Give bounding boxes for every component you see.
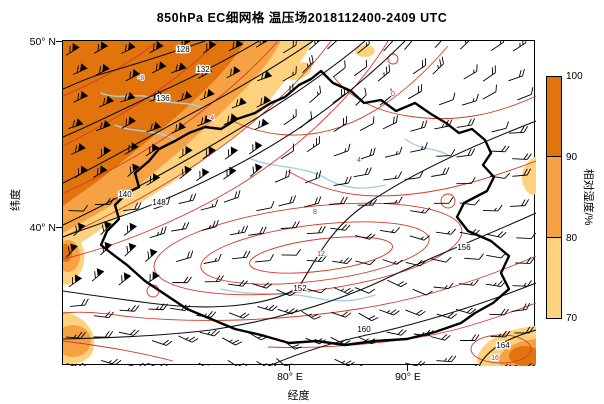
x-tick-80e: 80° E xyxy=(277,371,303,383)
colorbar-tick-80: 80 xyxy=(566,233,578,244)
temp-label-0: 0 xyxy=(391,91,395,98)
temp-label-neg8: -8 xyxy=(138,75,144,82)
height-contours xyxy=(63,41,536,366)
temp-label-neg4: -4 xyxy=(208,115,214,122)
x-axis-label: 经度 xyxy=(287,390,310,402)
height-label-164: 164 xyxy=(496,341,510,350)
x-tickmark xyxy=(289,365,290,371)
colorbar-segment-70-80 xyxy=(547,237,561,318)
height-contour-labels: 128 132 136 140 148 152 156 160 164 xyxy=(117,44,511,352)
colorbar-segment-90-100 xyxy=(547,77,561,158)
map-plot-area: 128 132 136 140 148 152 156 160 164 -8 -… xyxy=(62,40,536,366)
y-tickmark xyxy=(56,41,62,42)
temp-label-8: 8 xyxy=(313,209,317,216)
temp-label-4: 4 xyxy=(357,157,361,164)
temp-label-12: 12 xyxy=(317,251,325,258)
y-tickmark xyxy=(56,227,62,228)
x-tickmark xyxy=(407,365,408,371)
temperature-contour-labels: -8 -4 0 4 8 12 16 xyxy=(137,74,500,363)
wind-barbs xyxy=(65,41,536,366)
height-label-156: 156 xyxy=(457,243,471,252)
y-axis-label: 纬度 xyxy=(10,189,22,211)
y-tick-40n: 40° N xyxy=(29,222,56,234)
y-tick-50n: 50° N xyxy=(29,36,56,48)
height-label-132: 132 xyxy=(196,65,210,74)
colorbar xyxy=(546,76,562,319)
colorbar-label: 相对湿度/% xyxy=(582,168,594,226)
height-label-128: 128 xyxy=(176,45,190,54)
height-label-148: 148 xyxy=(152,198,166,207)
colorbar-segment-80-90 xyxy=(547,157,561,238)
chart-title: 850hPa EC细网格 温压场2018112400-2409 UTC xyxy=(156,11,448,25)
colorbar-tick-70: 70 xyxy=(566,313,578,324)
province-boundary xyxy=(99,69,511,347)
height-label-152: 152 xyxy=(293,284,307,293)
x-tick-90e: 90° E xyxy=(395,371,421,383)
height-label-136: 136 xyxy=(156,94,170,103)
map-svg: 128 132 136 140 148 152 156 160 164 -8 -… xyxy=(63,41,536,366)
height-label-160: 160 xyxy=(357,325,371,334)
river-lines xyxy=(100,92,452,302)
colorbar-tick-100: 100 xyxy=(566,71,583,82)
colorbar-tick-90: 90 xyxy=(566,152,578,163)
temp-label-16: 16 xyxy=(491,355,499,362)
height-label-140: 140 xyxy=(118,190,132,199)
